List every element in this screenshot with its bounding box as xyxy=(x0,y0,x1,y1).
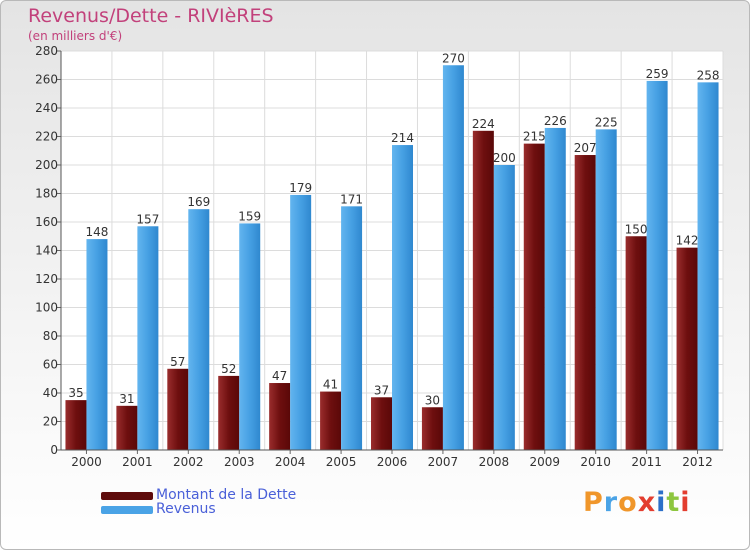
logo-letter: r xyxy=(603,487,619,518)
data-label-revenus: 270 xyxy=(442,51,465,65)
y-tick-label: 200 xyxy=(35,158,58,172)
x-tick-label: 2005 xyxy=(326,455,357,469)
bar-debt xyxy=(574,155,596,450)
x-tick-label: 2004 xyxy=(275,455,306,469)
logo-letter: x xyxy=(637,487,657,518)
legend-swatch-revenus xyxy=(101,506,153,514)
y-tick-label: 180 xyxy=(35,187,58,201)
bar-debt xyxy=(65,400,87,450)
data-label-debt: 37 xyxy=(374,383,389,397)
data-label-debt: 35 xyxy=(68,386,83,400)
x-tick-label: 2008 xyxy=(479,455,510,469)
x-tick-label: 2003 xyxy=(224,455,255,469)
data-label-revenus: 159 xyxy=(238,209,261,223)
x-tick-label: 2006 xyxy=(377,455,408,469)
bar-revenus xyxy=(86,239,108,450)
bar-debt xyxy=(371,397,392,450)
x-tick-label: 2009 xyxy=(529,455,560,469)
bar-revenus xyxy=(188,209,210,450)
y-tick-label: 260 xyxy=(35,73,58,87)
y-tick-label: 0 xyxy=(50,443,58,457)
y-tick-label: 220 xyxy=(35,130,58,144)
bar-debt xyxy=(218,375,240,450)
logo-letter: t xyxy=(666,487,681,518)
data-label-debt: 31 xyxy=(119,392,134,406)
x-tick-label: 2011 xyxy=(631,455,662,469)
y-tick-label: 100 xyxy=(35,301,58,315)
y-tick-label: 60 xyxy=(43,358,58,372)
proxiti-logo: Proxiti xyxy=(583,487,691,518)
legend-swatch-debt xyxy=(101,492,153,500)
x-tick-label: 2007 xyxy=(428,455,459,469)
bar-debt xyxy=(676,247,698,450)
x-tick-label: 2000 xyxy=(71,455,102,469)
data-label-debt: 150 xyxy=(625,222,648,236)
y-tick-label: 20 xyxy=(43,415,58,429)
legend-label-revenus: Revenus xyxy=(156,501,216,517)
data-label-debt: 215 xyxy=(523,130,546,144)
y-tick-label: 80 xyxy=(43,329,58,343)
bar-debt xyxy=(116,405,138,450)
data-label-revenus: 171 xyxy=(340,192,363,206)
data-label-revenus: 258 xyxy=(697,68,720,82)
y-tick-label: 40 xyxy=(43,386,58,400)
y-tick-label: 140 xyxy=(35,244,58,258)
data-label-revenus: 157 xyxy=(136,212,159,226)
y-tick-label: 160 xyxy=(35,215,58,229)
y-tick-label: 240 xyxy=(35,101,58,115)
x-tick-label: 2012 xyxy=(682,455,713,469)
data-label-debt: 52 xyxy=(221,362,236,376)
logo-letter: P xyxy=(583,487,604,518)
data-label-debt: 41 xyxy=(323,378,338,392)
y-tick-label: 120 xyxy=(35,272,58,286)
data-label-debt: 142 xyxy=(676,234,699,248)
bar-revenus xyxy=(493,165,515,450)
data-label-revenus: 226 xyxy=(544,114,567,128)
x-tick-label: 2002 xyxy=(173,455,204,469)
logo-letter: i xyxy=(656,487,667,518)
y-tick-label: 280 xyxy=(35,44,58,58)
bar-debt xyxy=(269,383,291,450)
data-label-revenus: 169 xyxy=(187,195,210,209)
bar-debt xyxy=(523,143,545,450)
data-label-debt: 207 xyxy=(574,141,597,155)
data-label-revenus: 200 xyxy=(493,151,516,165)
data-label-debt: 30 xyxy=(425,393,440,407)
x-tick-label: 2010 xyxy=(580,455,611,469)
data-label-debt: 57 xyxy=(170,355,185,369)
bar-revenus xyxy=(697,82,719,450)
bar-revenus xyxy=(544,127,566,450)
data-label-revenus: 214 xyxy=(391,131,414,145)
bar-revenus xyxy=(595,129,617,450)
data-label-revenus: 148 xyxy=(86,225,109,239)
bar-revenus xyxy=(392,145,413,451)
data-label-revenus: 259 xyxy=(646,67,669,81)
legend-label-debt: Montant de la Dette xyxy=(156,487,297,503)
chart-title: Revenus/Dette - RIVIèRES xyxy=(28,5,274,27)
data-label-debt: 224 xyxy=(472,117,495,131)
bar-debt xyxy=(625,236,647,450)
data-label-revenus: 225 xyxy=(595,115,618,129)
bar-debt xyxy=(167,368,189,450)
bar-revenus xyxy=(341,206,363,450)
data-label-revenus: 179 xyxy=(289,181,312,195)
bar-revenus xyxy=(290,194,312,450)
logo-letter: i xyxy=(680,487,691,518)
chart-subtitle: (en milliers d'€) xyxy=(28,29,123,43)
logo-letter: o xyxy=(618,487,638,518)
bar-revenus xyxy=(442,65,464,450)
bar-debt xyxy=(320,391,342,450)
x-tick-label: 2001 xyxy=(122,455,153,469)
bar-revenus xyxy=(137,226,159,450)
bar-debt xyxy=(472,130,494,451)
bar-debt xyxy=(421,407,443,450)
bar-revenus xyxy=(646,80,668,451)
bar-revenus xyxy=(239,223,261,450)
data-label-debt: 47 xyxy=(272,369,287,383)
